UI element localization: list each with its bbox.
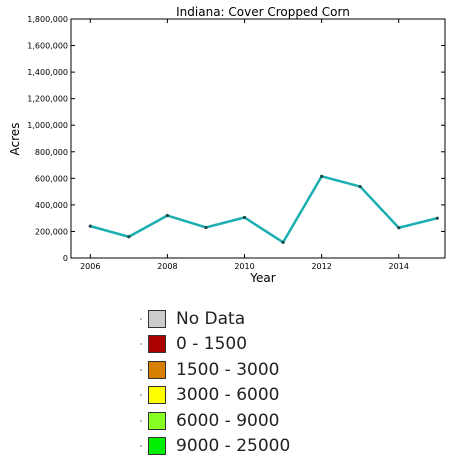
y-tick-label: 1,600,000 [27,42,68,51]
legend-item: 6000 - 9000 [140,408,380,434]
legend-item: 0 - 1500 [140,332,380,358]
bullet-icon [140,419,142,422]
plot-frame [70,18,446,259]
legend-label: 9000 - 25000 [176,436,291,457]
x-tick-label: 2008 [157,262,177,271]
legend-swatch [148,386,166,405]
bullet-icon [140,394,142,397]
y-tick-label: 1,200,000 [27,95,68,104]
data-point [320,174,324,178]
y-tick-label: 1,000,000 [27,121,68,130]
data-point [397,226,401,230]
bullet-icon [140,445,142,448]
data-point [204,225,208,230]
bullet-icon [140,317,142,320]
data-point [165,213,169,218]
bullet-icon [140,368,142,371]
chart-title: Indiana: Cover Cropped Corn [176,5,350,19]
legend-label: 3000 - 6000 [176,385,280,406]
y-tick-label: 600,000 [35,174,68,183]
x-axis-ticks: 2006 2008 2010 2012 2014 [80,19,409,271]
data-point [358,184,362,189]
y-tick-label: 200,000 [35,227,68,236]
y-tick-label: 400,000 [35,201,68,210]
x-axis-label: Year [249,271,275,285]
legend-item: No Data [140,306,380,332]
x-tick-label: 2006 [80,262,100,271]
data-point [435,216,439,220]
y-tick-label: 1,400,000 [27,68,68,77]
data-points [88,174,439,244]
legend-swatch [148,411,166,430]
legend-item: 1500 - 3000 [140,357,380,383]
legend-label: 6000 - 9000 [176,410,280,431]
line-chart: Indiana: Cover Cropped Corn Acres Year 0… [8,5,446,285]
legend-swatch [148,437,166,456]
legend-item: 9000 - 25000 [140,434,380,459]
series-line [89,175,438,244]
data-point [88,224,92,228]
legend-label: 0 - 1500 [176,334,248,355]
legend-item: 3000 - 6000 [140,383,380,409]
y-tick-label: 1,800,000 [27,15,68,24]
data-point [281,240,285,244]
y-tick-label: 0 [63,254,68,263]
x-tick-label: 2010 [234,262,254,271]
legend-swatch [148,335,166,354]
x-tick-label: 2012 [311,262,331,271]
y-axis-label: Acres [8,123,22,156]
legend-swatch [148,309,166,328]
bullet-icon [140,343,142,346]
legend-swatch [148,360,166,379]
data-point [127,235,131,239]
map-legend: No Data 0 - 1500 1500 - 3000 3000 - 6000… [140,306,380,459]
y-axis-ticks: 0 200,000 400,000 600,000 800,000 1,000,000 1,… [27,15,445,263]
legend-label: 1500 - 3000 [176,359,280,380]
data-point [242,215,247,220]
y-tick-label: 800,000 [35,148,68,157]
x-tick-label: 2014 [389,262,409,271]
legend-label: No Data [176,308,246,329]
